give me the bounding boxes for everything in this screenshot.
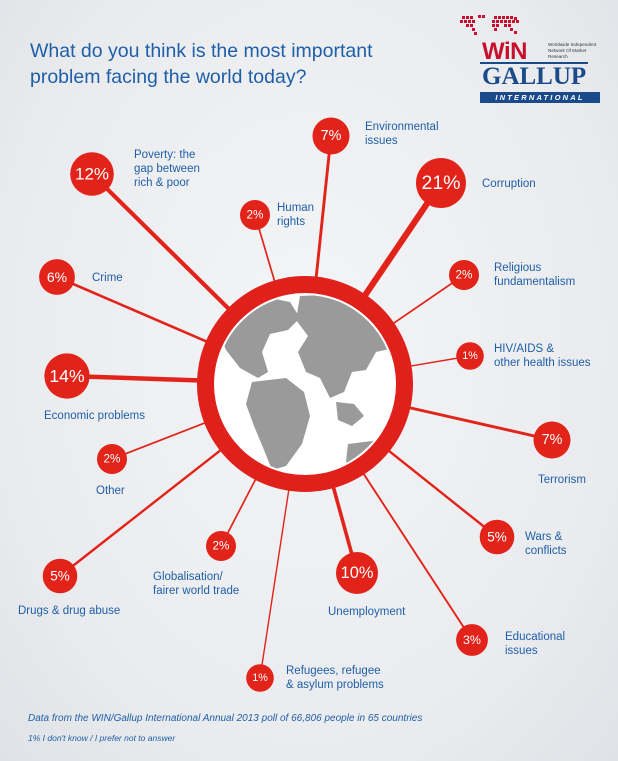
category-label: Poverty: the gap between rich & poor <box>134 149 200 189</box>
value-bubble <box>336 552 378 594</box>
category-label: Terrorism <box>538 474 586 486</box>
value-bubble <box>240 200 270 230</box>
value-bubble <box>456 342 484 370</box>
category-label: Other <box>96 485 125 497</box>
value-label: 6% <box>47 269 67 285</box>
value-label: 21% <box>421 172 460 194</box>
category-label: Crime <box>92 272 123 284</box>
win-gallup-logo: WiN Worldwide Independent Network Of Mar… <box>452 14 602 104</box>
value-bubble <box>70 152 114 196</box>
value-bubble <box>533 421 571 459</box>
spoke-line <box>111 420 209 460</box>
value-label: 14% <box>49 366 85 386</box>
category-label: Unemployment <box>328 606 406 618</box>
value-bubble <box>416 158 466 208</box>
spoke-line <box>56 275 211 344</box>
category-label: Educational issues <box>505 631 566 657</box>
category-label: Drugs & drug abuse <box>18 605 121 617</box>
value-bubble <box>449 260 479 290</box>
category-label: Religious fundamentalism <box>494 262 576 288</box>
value-bubble <box>44 353 90 399</box>
value-label: 5% <box>50 569 70 584</box>
category-label: Refugees, refugee & asylum problems <box>286 665 384 691</box>
value-label: 7% <box>321 128 342 144</box>
category-label: Corruption <box>482 178 536 190</box>
chart-bubbles: 12% 2% 7% 21% 2% 1% 7% 5% 3% 10% 1% 2% 5% 2% 14% 6% <box>39 117 571 692</box>
spoke-line <box>90 172 233 313</box>
value-bubble <box>97 444 127 474</box>
value-bubble <box>456 624 488 656</box>
win-logo-text: WiN <box>482 38 527 65</box>
value-label: 2% <box>104 453 121 466</box>
category-label: HIV/AIDS & other health issues <box>494 343 591 369</box>
value-label: 3% <box>463 633 481 647</box>
value-bubble <box>42 558 78 594</box>
page-title: What do you think is the most important … <box>30 40 373 88</box>
value-bubble <box>312 117 350 155</box>
category-label: Human rights <box>277 202 315 228</box>
world-dots-icon <box>460 15 519 35</box>
category-label: Globalisation/ fairer world trade <box>153 571 240 597</box>
value-label: 1% <box>462 350 478 362</box>
spoke-line <box>59 447 224 577</box>
spoke-line <box>314 135 333 281</box>
gallup-logo-text: GALLUP <box>480 62 589 90</box>
data-source-note: Data from the WIN/Gallup International A… <box>28 713 423 724</box>
category-label: Economic problems <box>44 410 145 422</box>
win-logo-subtitle: Worldwide Independent Network Of Market … <box>548 42 597 59</box>
spoke-line <box>385 447 498 538</box>
value-label: 5% <box>487 530 507 545</box>
spoke-line <box>259 486 290 679</box>
value-label: 1% <box>252 672 268 684</box>
international-logo-text: INTERNATIONAL <box>480 92 600 103</box>
value-bubble <box>246 664 274 692</box>
value-bubble <box>479 519 515 555</box>
value-label: 7% <box>542 432 563 448</box>
value-label: 10% <box>341 564 374 582</box>
category-label: Environmental issues <box>365 121 439 147</box>
value-bubble <box>39 259 75 295</box>
dont-know-note: 1% I don't know / I prefer not to answer <box>28 733 176 743</box>
spoke-line <box>406 405 553 442</box>
spoke-line <box>361 470 473 641</box>
value-label: 12% <box>75 165 109 184</box>
value-label: 2% <box>456 269 473 282</box>
value-label: 2% <box>247 209 264 222</box>
value-bubble <box>206 531 236 561</box>
value-label: 2% <box>213 540 230 553</box>
category-label: Wars & conflicts <box>525 531 567 557</box>
